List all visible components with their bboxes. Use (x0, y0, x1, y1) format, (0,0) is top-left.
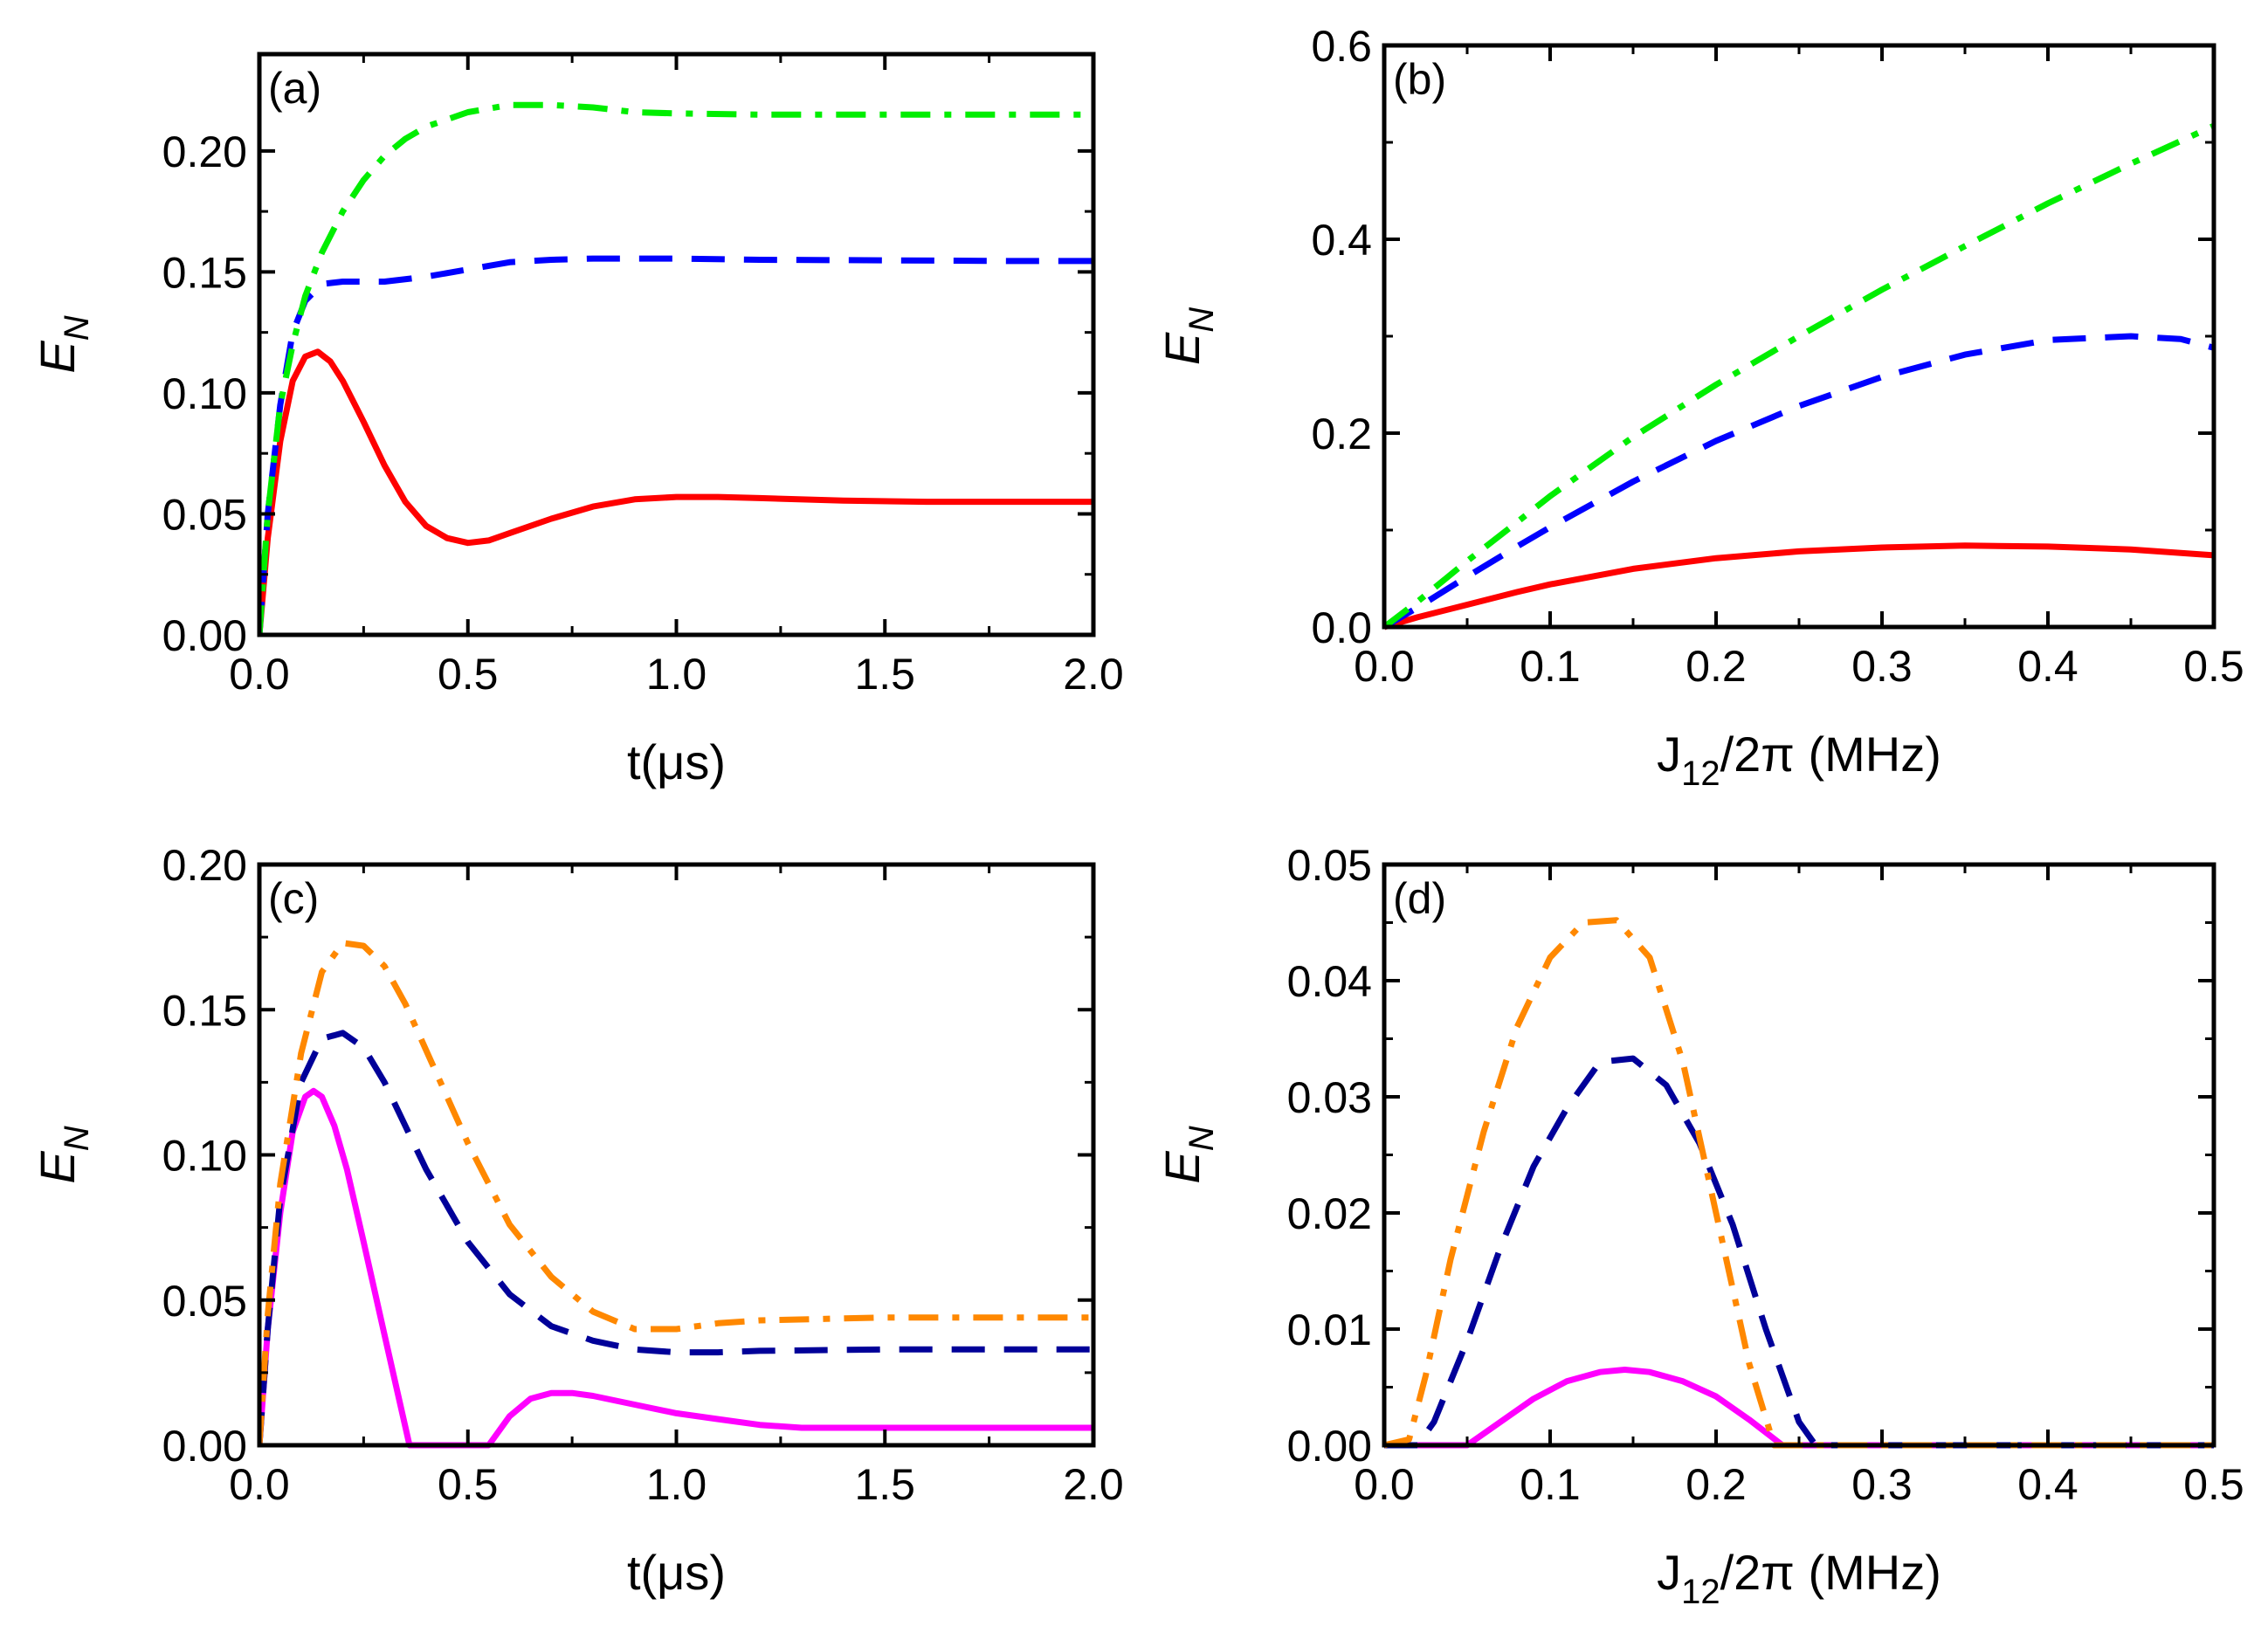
x-tick-label: 1.5 (854, 650, 915, 699)
y-tick-label: 0.20 (162, 841, 247, 890)
y-tick-label: 0.00 (162, 611, 247, 660)
x-tick-label: 0.0 (1354, 1460, 1415, 1509)
series-line-dashdot (259, 101, 1093, 636)
y-tick-label: 0.0 (1311, 603, 1372, 652)
series-group (259, 940, 1093, 1449)
x-axis-title: t(μs) (627, 734, 726, 789)
y-axis-title: EN (30, 315, 96, 373)
y-tick-label: 0.4 (1311, 216, 1372, 265)
x-tick-label: 0.1 (1520, 642, 1581, 691)
series-line-dashdot (1384, 122, 2214, 630)
x-tick-label: 0.0 (229, 1460, 290, 1509)
panel-b: 0.0 0.1 0.2 0.3 0.4 0.5 0.0 0.2 0.4 0.6 (b) J12/2π … (1155, 22, 2244, 793)
series-line-dashed (1384, 1055, 2214, 1449)
y-tick-label: 0.15 (162, 248, 247, 297)
series-group (1384, 917, 2214, 1449)
y-axis-title: EN (30, 1126, 96, 1183)
y-tick-label: 0.15 (162, 986, 247, 1035)
y-tick-label: 0.10 (162, 1132, 247, 1181)
y-tick-label: 0.04 (1287, 957, 1372, 1006)
x-tick-label: 0.4 (2017, 642, 2078, 691)
panel-d: 0.0 0.1 0.2 0.3 0.4 0.5 0.00 0.01 0.02 0.03 0.04 0.… (1155, 841, 2244, 1611)
series-line-dashdot (1384, 917, 2214, 1449)
plot-frame (257, 52, 1096, 637)
y-tick-label: 0.00 (1287, 1422, 1372, 1471)
series-line-dashed (1384, 333, 2214, 630)
x-tick-label: 0.5 (438, 650, 499, 699)
panel-c: 0.0 0.5 1.0 1.5 2.0 0.00 0.05 0.10 0.15 0.20 (c) t(… (30, 841, 1124, 1600)
x-tick-label: 0.0 (1354, 642, 1415, 691)
x-tick-label: 2.0 (1063, 1460, 1124, 1509)
series-group (1384, 122, 2214, 630)
series-line-dashed (259, 1030, 1093, 1446)
panel-label: (d) (1393, 874, 1446, 923)
x-tick-label: 0.4 (2017, 1460, 2078, 1509)
x-tick-label: 0.5 (438, 1460, 499, 1509)
series-line-dashed (259, 255, 1093, 636)
plot-frame (1382, 43, 2216, 630)
series-line-solid (259, 1087, 1093, 1449)
y-tick-label: 0.03 (1287, 1073, 1372, 1122)
y-tick-label: 0.02 (1287, 1189, 1372, 1238)
series-line-solid (259, 348, 1093, 636)
x-tick-label: 0.2 (1685, 642, 1747, 691)
y-axis-title: EN (1155, 1126, 1221, 1183)
panel-label: (c) (268, 874, 319, 923)
y-tick-label: 0.10 (162, 369, 247, 418)
series-line-dashdot (259, 940, 1093, 1446)
y-tick-label: 0.05 (162, 1277, 247, 1326)
x-tick-label: 0.5 (2183, 1460, 2244, 1509)
x-tick-label: 0.1 (1520, 1460, 1581, 1509)
series-line-solid (1384, 542, 2214, 630)
x-tick-label: 0.5 (2183, 642, 2244, 691)
x-tick-label: 0.2 (1685, 1460, 1747, 1509)
plot-frame (1382, 862, 2216, 1448)
x-tick-label: 1.0 (646, 650, 707, 699)
y-tick-label: 0.20 (162, 127, 247, 176)
x-axis-title: J12/2π (MHz) (1657, 727, 1941, 793)
x-tick-label: 0.0 (229, 650, 290, 699)
x-axis-title: t(μs) (627, 1545, 726, 1600)
panel-label: (b) (1393, 55, 1446, 104)
x-tick-label: 0.3 (1851, 1460, 1913, 1509)
y-tick-label: 0.01 (1287, 1306, 1372, 1354)
y-axis-title: EN (1155, 307, 1221, 365)
y-tick-label: 0.2 (1311, 410, 1372, 458)
x-axis-title: J12/2π (MHz) (1657, 1545, 1941, 1611)
y-tick-label: 0.00 (162, 1422, 247, 1471)
y-tick-label: 0.05 (1287, 841, 1372, 890)
plot-frame (257, 862, 1096, 1448)
series-group (259, 101, 1093, 636)
x-tick-label: 1.5 (854, 1460, 915, 1509)
y-tick-label: 0.6 (1311, 22, 1372, 71)
x-tick-label: 0.3 (1851, 642, 1913, 691)
y-tick-label: 0.05 (162, 490, 247, 539)
x-tick-label: 2.0 (1063, 650, 1124, 699)
x-tick-label: 1.0 (646, 1460, 707, 1509)
panel-a: 0.0 0.5 1.0 1.5 2.0 0.00 0.05 0.10 0.15 0.20 (a) t(… (30, 52, 1124, 789)
panel-label: (a) (268, 64, 321, 113)
series-line-solid (1384, 1367, 2214, 1449)
